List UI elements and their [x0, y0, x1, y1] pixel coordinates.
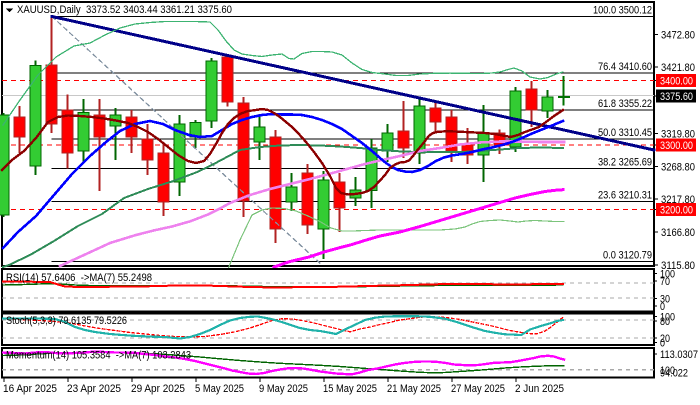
svg-text:3115.80: 3115.80 [661, 260, 695, 272]
svg-text:100: 100 [660, 269, 675, 281]
svg-text:113.0307: 113.0307 [660, 349, 698, 361]
svg-text:80: 80 [660, 316, 670, 328]
svg-text:2 Jun 2025: 2 Jun 2025 [515, 383, 564, 395]
svg-text:0: 0 [660, 301, 665, 313]
svg-text:3472.80: 3472.80 [661, 30, 695, 42]
svg-text:38.2 3265.69: 38.2 3265.69 [598, 157, 652, 169]
svg-text:70: 70 [660, 276, 670, 288]
svg-text:0: 0 [660, 338, 665, 350]
svg-text:3268.80: 3268.80 [661, 162, 695, 174]
svg-text:100.0 3500.12: 100.0 3500.12 [593, 5, 652, 17]
svg-text:30: 30 [660, 294, 670, 306]
svg-text:15 May 2025: 15 May 2025 [323, 383, 377, 395]
svg-text:Stoch(5,3,3) 79.6135 79.5226: Stoch(5,3,3) 79.6135 79.5226 [6, 315, 127, 327]
svg-text:94.022: 94.022 [660, 368, 688, 380]
svg-text:21 May 2025: 21 May 2025 [387, 383, 441, 395]
svg-text:100: 100 [660, 365, 675, 377]
svg-text:61.8 3355.22: 61.8 3355.22 [598, 98, 652, 110]
svg-text:3319.80: 3319.80 [661, 129, 695, 141]
svg-text:23 Apr 2025: 23 Apr 2025 [67, 383, 121, 395]
svg-text:5 May 2025: 5 May 2025 [195, 383, 244, 395]
svg-text:XAUUSD,Daily 3373.52 3403.44: XAUUSD,Daily 3373.52 3403.44 3361.21 337… [17, 4, 232, 16]
svg-text:29 Apr 2025: 29 Apr 2025 [131, 383, 185, 395]
svg-text:50.0 3310.45: 50.0 3310.45 [598, 127, 652, 139]
svg-text:16 Apr 2025: 16 Apr 2025 [3, 383, 57, 395]
svg-text:0.0 3120.79: 0.0 3120.79 [603, 250, 652, 262]
svg-text:27 May 2025: 27 May 2025 [451, 383, 505, 395]
svg-text:RSI(14) 57.6406 ->MA(7) 55.24: RSI(14) 57.6406 ->MA(7) 55.2498 [6, 272, 152, 284]
svg-text:3200.00: 3200.00 [660, 205, 693, 217]
svg-text:20: 20 [660, 333, 670, 345]
svg-text:3421.80: 3421.80 [661, 62, 695, 74]
svg-text:3375.60: 3375.60 [660, 91, 693, 103]
svg-text:3400.00: 3400.00 [660, 76, 693, 88]
svg-text:100: 100 [660, 312, 675, 324]
svg-text:23.6 3210.31: 23.6 3210.31 [598, 190, 652, 202]
svg-text:3166.80: 3166.80 [661, 227, 695, 239]
svg-text:9 May 2025: 9 May 2025 [259, 383, 308, 395]
svg-text:76.4 3410.60: 76.4 3410.60 [598, 61, 652, 73]
svg-text:Momentum(14) 105.3584 ->MA(7): Momentum(14) 105.3584 ->MA(7) 103.2843 [6, 350, 191, 362]
svg-text:3300.00: 3300.00 [660, 140, 693, 152]
